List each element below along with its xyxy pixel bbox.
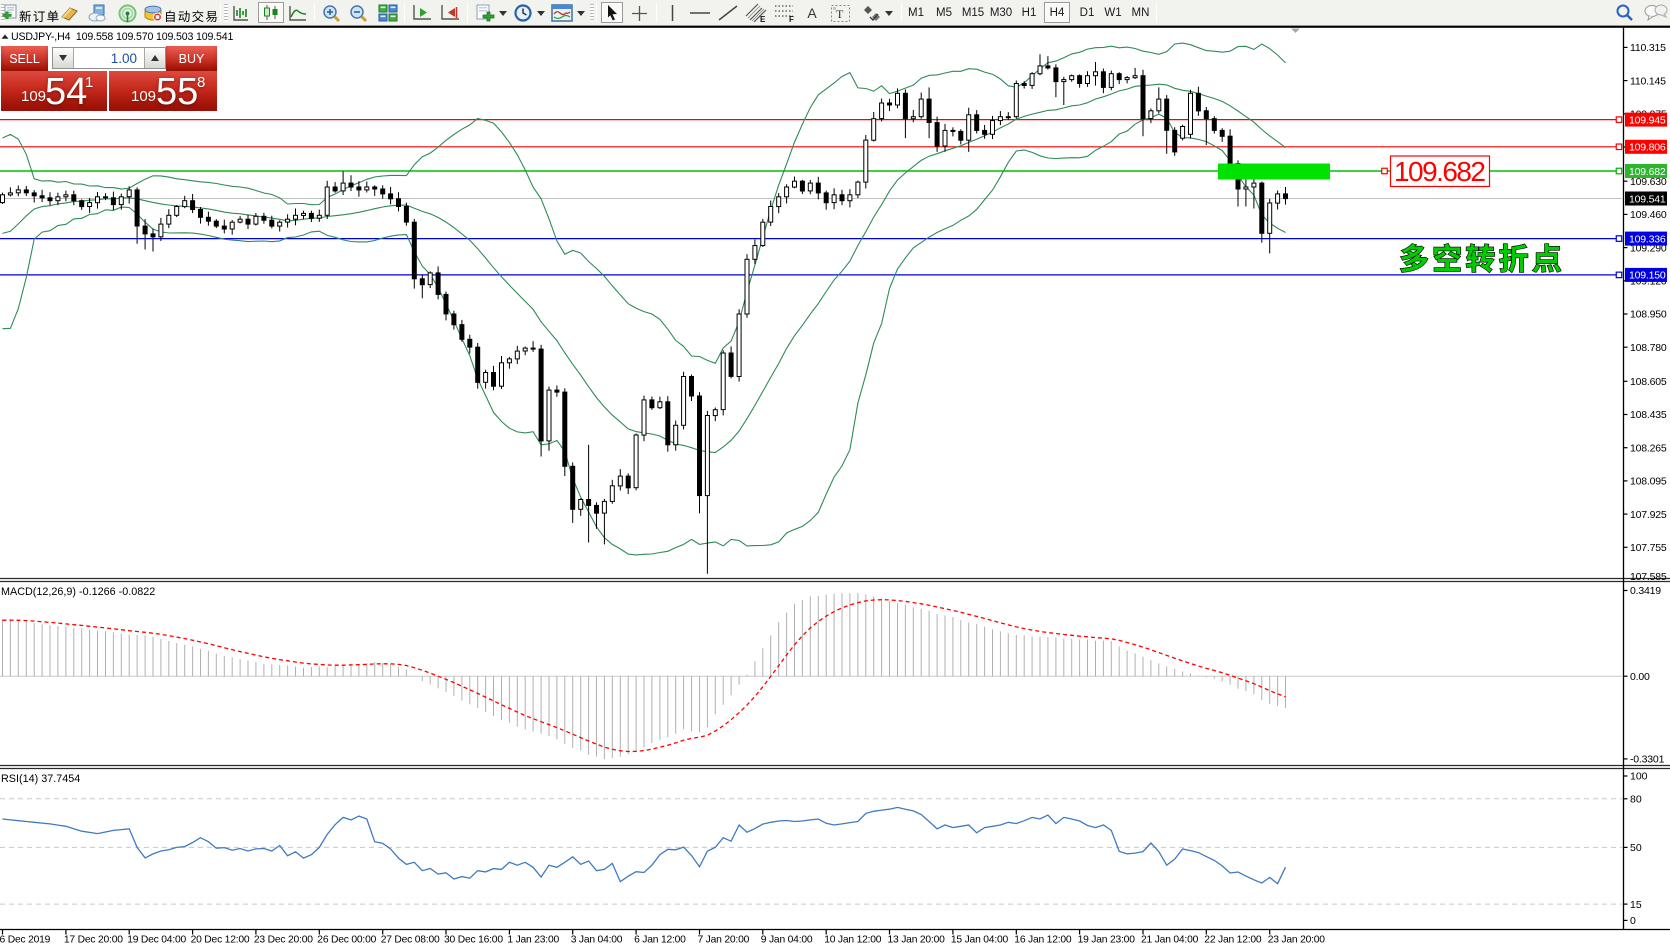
svg-text:3 Jan 04:00: 3 Jan 04:00 — [571, 935, 623, 946]
svg-text:10 Jan 12:00: 10 Jan 12:00 — [824, 935, 882, 946]
svg-text:13 Jan 20:00: 13 Jan 20:00 — [888, 935, 946, 946]
svg-text:21 Jan 04:00: 21 Jan 04:00 — [1141, 935, 1199, 946]
svg-text:109.541: 109.541 — [1629, 193, 1666, 205]
svg-text:15: 15 — [1630, 899, 1642, 911]
svg-text:7 Jan 20:00: 7 Jan 20:00 — [698, 935, 750, 946]
svg-text:109.460: 109.460 — [1630, 209, 1667, 221]
svg-text:19 Jan 23:00: 19 Jan 23:00 — [1078, 935, 1136, 946]
svg-text:RSI(14) 37.7454: RSI(14) 37.7454 — [1, 773, 80, 785]
svg-text:15 Jan 04:00: 15 Jan 04:00 — [951, 935, 1009, 946]
svg-text:109.682: 109.682 — [1394, 156, 1486, 187]
svg-text:9 Jan 04:00: 9 Jan 04:00 — [761, 935, 813, 946]
svg-text:0.3419: 0.3419 — [1630, 585, 1661, 597]
svg-text:109.682: 109.682 — [1629, 166, 1666, 178]
svg-text:F: F — [789, 15, 794, 23]
svg-text:0.00: 0.00 — [1630, 671, 1650, 683]
svg-text:108.605: 108.605 — [1630, 376, 1667, 388]
svg-text:27 Dec 08:00: 27 Dec 08:00 — [381, 935, 440, 946]
svg-text:23 Jan 20:00: 23 Jan 20:00 — [1268, 935, 1326, 946]
svg-text:6 Jan 12:00: 6 Jan 12:00 — [634, 935, 686, 946]
svg-text:110.145: 110.145 — [1630, 75, 1666, 87]
svg-text:109.630: 109.630 — [1630, 176, 1667, 188]
svg-text:50: 50 — [1630, 842, 1642, 854]
svg-text:109.806: 109.806 — [1629, 142, 1666, 154]
svg-text:30 Dec 16:00: 30 Dec 16:00 — [444, 935, 503, 946]
svg-text:0: 0 — [1630, 915, 1636, 927]
svg-text:16 Dec 2019: 16 Dec 2019 — [0, 935, 51, 946]
svg-text:107.925: 107.925 — [1630, 509, 1667, 521]
svg-text:108.265: 108.265 — [1630, 442, 1667, 454]
svg-text:80: 80 — [1630, 794, 1642, 806]
svg-text:107.755: 107.755 — [1630, 542, 1667, 554]
svg-text:110.315: 110.315 — [1630, 42, 1666, 54]
svg-text:109.150: 109.150 — [1629, 270, 1666, 282]
svg-text:MACD(12,26,9) -0.1266 -0.0822: MACD(12,26,9) -0.1266 -0.0822 — [1, 586, 155, 598]
svg-text:108.435: 108.435 — [1630, 409, 1667, 421]
svg-text:16 Jan 12:00: 16 Jan 12:00 — [1014, 935, 1072, 946]
svg-text:109.336: 109.336 — [1629, 233, 1666, 245]
svg-text:107.585: 107.585 — [1630, 571, 1667, 583]
svg-text:USDJPY-,H4 109.558 109.570 10: USDJPY-,H4 109.558 109.570 109.503 109.5… — [11, 31, 234, 43]
svg-text:20 Dec 12:00: 20 Dec 12:00 — [191, 935, 250, 946]
svg-text:1 Jan 23:00: 1 Jan 23:00 — [507, 935, 559, 946]
svg-text:100: 100 — [1630, 771, 1648, 783]
svg-text:108.780: 108.780 — [1630, 342, 1667, 354]
svg-text:T: T — [836, 7, 844, 21]
svg-text:-0.3301: -0.3301 — [1630, 754, 1665, 766]
svg-text:108.950: 108.950 — [1630, 309, 1667, 321]
svg-text:17 Dec 20:00: 17 Dec 20:00 — [64, 935, 123, 946]
svg-text:E: E — [760, 15, 766, 23]
svg-text:22 Jan 12:00: 22 Jan 12:00 — [1204, 935, 1262, 946]
svg-text:26 Dec 00:00: 26 Dec 00:00 — [317, 935, 376, 946]
svg-text:23 Dec 20:00: 23 Dec 20:00 — [254, 935, 313, 946]
svg-text:19 Dec 04:00: 19 Dec 04:00 — [127, 935, 186, 946]
svg-text:108.095: 108.095 — [1630, 476, 1667, 488]
svg-text:109.945: 109.945 — [1629, 114, 1666, 126]
